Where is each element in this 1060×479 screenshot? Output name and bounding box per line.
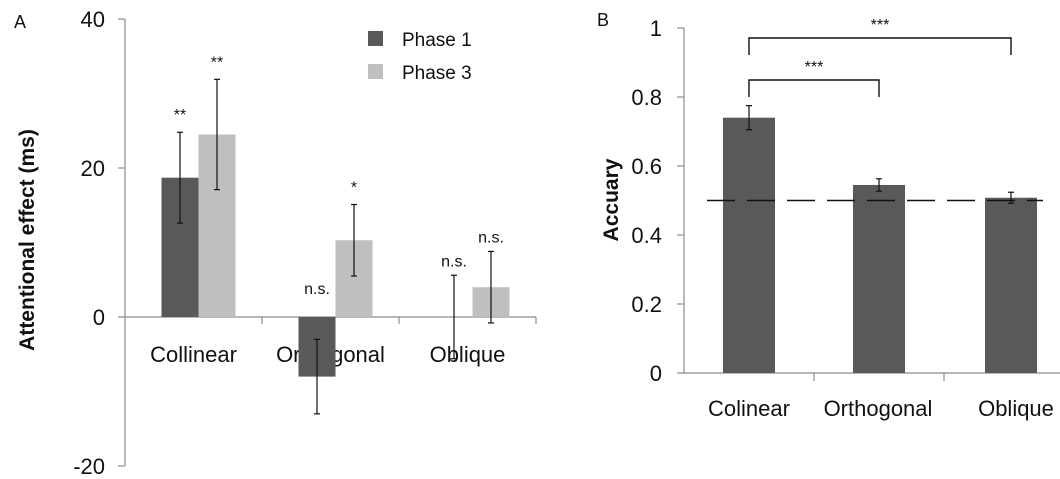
panel-b-y-axis-label: Accuary — [600, 158, 623, 241]
panel-a-legend-swatch — [368, 64, 383, 79]
panel-a-significance-label: ** — [174, 107, 186, 124]
panel-a-category-label: Oblique — [430, 342, 506, 367]
panel-b-category-label: Orthogonal — [824, 396, 933, 421]
panel-a-y-tick-label: -20 — [73, 454, 105, 479]
panel-b-bar — [853, 184, 905, 373]
panel-b-letter: B — [597, 10, 609, 30]
panel-b-axes: 0 0.2 0.4 0.6 0.8 1 Colinear Orthogonal Oblique — [631, 16, 1060, 421]
panel-a-y-axis-label: Attentional effect (ms) — [16, 129, 39, 351]
panel-a-category-label: Collinear — [150, 342, 237, 367]
panel-b-comparison-bracket — [748, 79, 880, 97]
panel-b-y-tick-label: 0 — [650, 361, 662, 386]
panel-b-y-tick-label: 0.4 — [631, 223, 662, 248]
panel-b-comparison-bracket — [748, 37, 1012, 55]
panel-a-significance-label: n.s. — [478, 229, 504, 246]
panel-b-y-tick-label: 0.6 — [631, 154, 662, 179]
panel-a-significance-label: n.s. — [441, 253, 467, 270]
panel-a-significance-label: * — [351, 180, 357, 197]
panel-b-comparisons: *** *** — [748, 17, 1012, 97]
panel-a-legend: Phase 1 Phase 3 — [368, 30, 472, 84]
panel-b: B Accuary 0 0.2 0.4 0.6 0.8 1 Colinear Orthogon… — [597, 10, 1060, 421]
panel-a-y-tick-label: 40 — [81, 7, 105, 32]
panel-b-y-tick-label: 0.2 — [631, 292, 662, 317]
panel-a-y-tick-label: 20 — [81, 156, 105, 181]
panel-b-bars — [707, 105, 1043, 373]
panel-a-significance-label: n.s. — [304, 281, 330, 298]
panel-a-bars: **n.s.n.s.***n.s. — [161, 54, 510, 415]
panel-a: A Attentional effect (ms) -20 0 20 40 Collin… — [14, 7, 537, 479]
panel-b-bar — [985, 197, 1037, 373]
panel-b-category-label: Colinear — [708, 396, 790, 421]
panel-a-y-tick-label: 0 — [93, 305, 105, 330]
panel-a-legend-label: Phase 1 — [402, 30, 472, 51]
panel-b-y-tick-label: 1 — [650, 16, 662, 41]
panel-b-comparison-label: *** — [871, 17, 890, 34]
panel-a-legend-label: Phase 3 — [402, 63, 472, 84]
panel-b-y-tick-label: 0.8 — [631, 85, 662, 110]
panel-b-comparison-label: *** — [805, 59, 824, 76]
panel-a-letter: A — [14, 12, 26, 32]
panel-b-category-label: Oblique — [978, 396, 1054, 421]
panel-a-legend-swatch — [368, 31, 383, 46]
panel-b-bar — [723, 117, 775, 373]
panel-a-significance-label: ** — [211, 54, 223, 71]
